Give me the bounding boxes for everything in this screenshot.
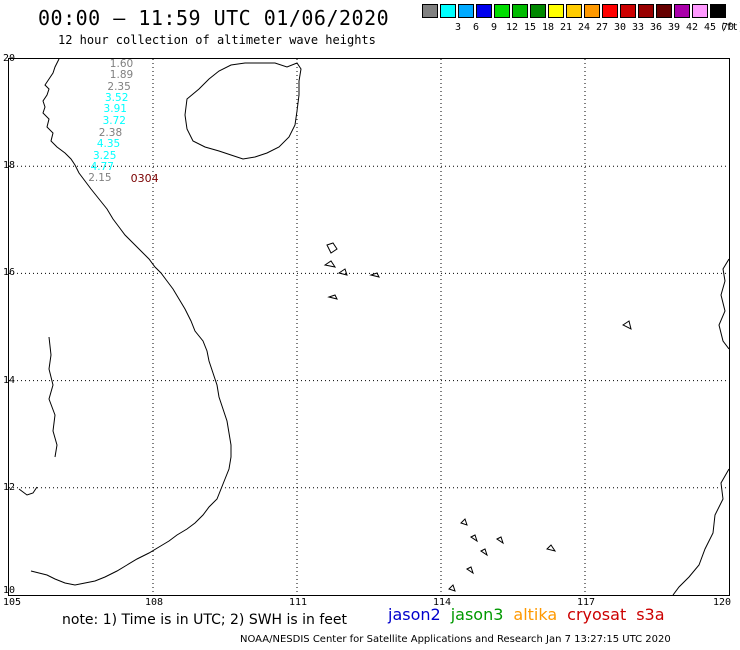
lon-tick-label: 108 (145, 597, 164, 608)
legend-label: 6 (472, 22, 480, 33)
page-subtitle: 12 hour collection of altimeter wave hei… (58, 33, 376, 47)
wave-height-value: 2.35 (107, 80, 131, 93)
satellite-legend: jason2 jason3 altika cryosat s3a (388, 605, 675, 624)
legend-label: 70 (721, 22, 735, 33)
pass-id-label: 0304 (130, 172, 159, 186)
legend-label: 42 (685, 22, 699, 33)
legend-label: 36 (649, 22, 663, 33)
legend-unit: (ft) (719, 22, 740, 33)
legend-label: 24 (577, 22, 591, 33)
wave-height-value: 2.38 (98, 126, 123, 139)
legend-label: 39 (667, 22, 681, 33)
satellite-name: cryosat (567, 605, 627, 624)
page-title: 00:00 – 11:59 UTC 01/06/2020 (38, 6, 390, 30)
legend-swatch (548, 4, 564, 18)
footer-note: note: 1) Time is in UTC; 2) SWH is in fe… (62, 612, 348, 628)
legend-swatch (440, 4, 456, 18)
legend-swatch (710, 4, 726, 18)
legend-label: 33 (631, 22, 645, 33)
lat-tick-label: 12 (3, 481, 16, 493)
lon-tick-label: 117 (577, 597, 596, 608)
lon-tick-label: 114 (433, 597, 452, 608)
wave-height-value: 3.72 (102, 114, 126, 127)
satellite-name: jason3 (450, 605, 504, 624)
legend-label: 27 (595, 22, 609, 33)
wave-height-value: 4.77 (90, 160, 114, 173)
scarborough-shoal (622, 320, 632, 330)
legend-label: 12 (505, 22, 519, 33)
legend-swatch (476, 4, 492, 18)
wave-height-value: 3.52 (105, 92, 129, 105)
legend-swatch (458, 4, 474, 18)
lon-tick-label: 111 (289, 597, 308, 608)
wave-height-value: 3.25 (93, 149, 117, 162)
luzon-coastline (718, 258, 729, 350)
legend-swatch (494, 4, 510, 18)
legend-swatch (422, 4, 438, 18)
coastline (18, 59, 729, 595)
hainan-coastline (184, 62, 302, 160)
map-canvas (9, 59, 729, 595)
legend-swatch (620, 4, 636, 18)
legend-swatch (602, 4, 618, 18)
legend-swatch (530, 4, 546, 18)
vietnam-coastline (30, 59, 232, 586)
legend-label: 15 (523, 22, 537, 33)
lat-tick-label: 18 (3, 160, 16, 172)
wave-height-value: 2.15 (88, 172, 112, 185)
wave-height-map: 0304 20 18 16 14 12 10 105 108 111 114 117 120 1.60 1… (3, 53, 731, 608)
satellite-name: altika (513, 605, 558, 624)
footer-credit: NOAA/NESDIS Center for Satellite Applica… (240, 634, 671, 645)
legend-swatch (638, 4, 654, 18)
paracel-islands (323, 242, 380, 300)
legend-label: 30 (613, 22, 627, 33)
wave-height-value: 3.91 (103, 103, 127, 116)
legend-swatch (512, 4, 528, 18)
wave-height-value: 1.89 (109, 69, 134, 82)
lat-tick-label: 16 (3, 267, 16, 279)
legend-swatch (584, 4, 600, 18)
lat-tick-label: 20 (3, 53, 16, 64)
legend-label: 21 (559, 22, 573, 33)
wave-height-value: 4.35 (96, 137, 121, 150)
lat-tick-label: 10 (3, 585, 16, 596)
legend-swatch (692, 4, 708, 18)
legend-label: 18 (541, 22, 555, 33)
map-grid (9, 59, 729, 595)
legend-swatch (566, 4, 582, 18)
satellite-name: jason2 (388, 605, 441, 624)
lon-tick-label: 120 (713, 597, 732, 608)
west-coast-fragment (48, 336, 58, 458)
wave-height-value: 1.60 (109, 57, 134, 70)
satellite-name: s3a (636, 605, 665, 624)
legend-swatch (674, 4, 690, 18)
spratly-islands (448, 518, 557, 592)
lon-tick-label: 105 (3, 597, 22, 608)
west-coast-fragment-2 (18, 486, 38, 496)
lat-tick-label: 14 (3, 374, 16, 386)
palawan-coastline (672, 468, 729, 595)
legend-swatch (656, 4, 672, 18)
legend-label: 9 (490, 22, 498, 33)
legend-label: 3 (454, 22, 462, 33)
legend-label: 45 (703, 22, 717, 33)
